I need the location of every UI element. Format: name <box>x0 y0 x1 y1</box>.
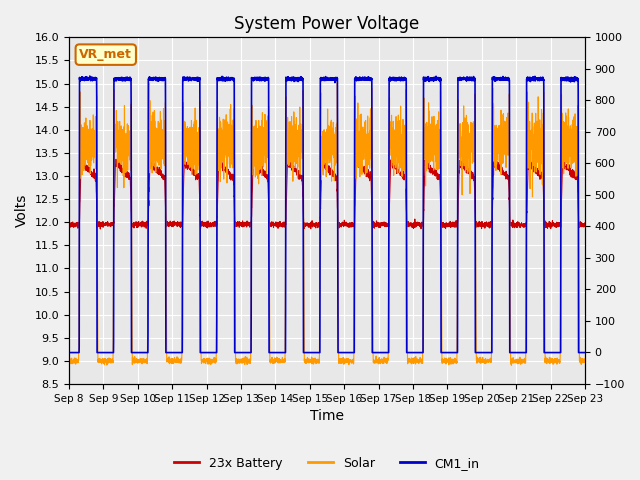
Text: VR_met: VR_met <box>79 48 132 61</box>
Legend: 23x Battery, Solar, CM1_in: 23x Battery, Solar, CM1_in <box>169 452 484 475</box>
X-axis label: Time: Time <box>310 409 344 423</box>
Title: System Power Voltage: System Power Voltage <box>234 15 420 33</box>
Y-axis label: Volts: Volts <box>15 194 29 228</box>
